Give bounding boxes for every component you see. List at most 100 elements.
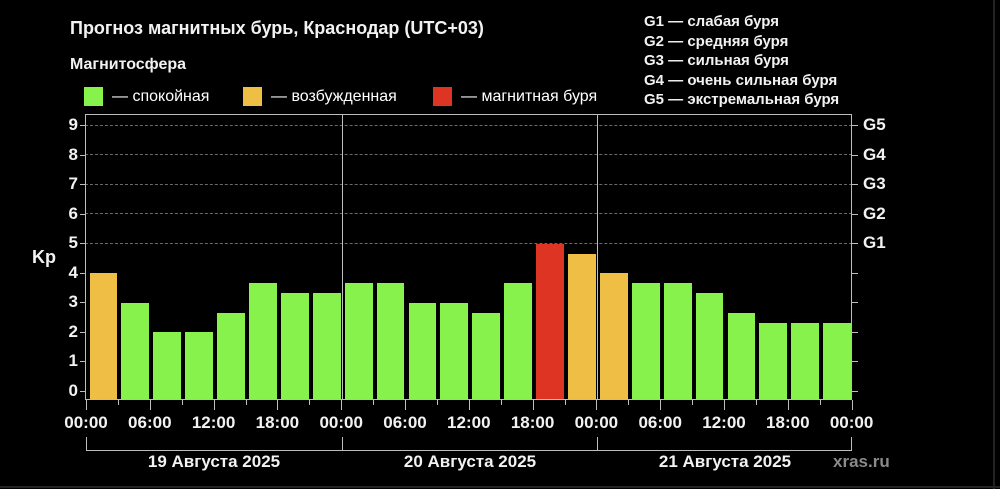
g-scale-item: G3 — сильная буря — [644, 52, 789, 69]
g-scale-item: G4 — очень сильная буря — [644, 71, 838, 89]
x-tick-mark — [309, 400, 311, 405]
y-tick-mark — [80, 272, 86, 274]
kp-bar — [631, 283, 660, 399]
y-tick-label: 1 — [68, 351, 78, 371]
x-tick-label: 18:00 — [255, 413, 300, 432]
x-tick-mark — [373, 400, 375, 405]
right-tick-mark — [852, 243, 858, 245]
y-tick-label: 4 — [68, 262, 78, 282]
g-level-label: G3 — [863, 174, 886, 194]
x-tick-mark — [819, 400, 821, 405]
gridline — [85, 125, 852, 126]
g-scale-item: G5 — экстремальная буря — [644, 91, 840, 108]
kp-bar — [312, 293, 341, 399]
kp-bar — [568, 253, 596, 399]
g-level-label: G2 — [863, 203, 886, 223]
x-tick-mark — [245, 400, 247, 405]
x-tick-mark — [436, 400, 438, 405]
plot-area — [85, 114, 852, 400]
x-tick-label: 12:00 — [702, 413, 746, 432]
kp-bar — [280, 293, 309, 399]
day-label: 20 Августа 2025 — [403, 452, 537, 471]
x-tick-mark — [532, 400, 534, 410]
kp-bar — [408, 302, 437, 399]
x-tick-label: 18:00 — [766, 413, 810, 432]
g-level-label: G1 — [863, 233, 886, 253]
x-tick-mark — [660, 400, 662, 410]
x-tick-mark — [277, 400, 279, 410]
x-tick-mark — [86, 400, 87, 410]
y-tick-label: 6 — [68, 203, 78, 223]
y-tick-mark — [80, 302, 86, 304]
legend-label: — спокойная — [112, 87, 210, 105]
x-tick-mark — [628, 400, 630, 405]
excited-swatch-icon — [243, 87, 262, 106]
x-tick-label: 12:00 — [191, 413, 236, 432]
g-level-label: G4 — [863, 144, 886, 164]
kp-bar — [791, 322, 820, 399]
x-tick-label: 00:00 — [574, 413, 619, 432]
kp-bar — [440, 302, 469, 399]
kp-bar — [599, 273, 628, 399]
kp-bar — [376, 283, 405, 399]
legend-label: — магнитная буря — [461, 87, 598, 105]
g-scale-legend: G1 — слабая буря G2 — средняя буря G3 — … — [644, 12, 839, 110]
legend-item-excited: — возбужденная — [243, 87, 397, 106]
kp-bar — [121, 302, 150, 399]
x-tick-mark — [500, 400, 502, 405]
x-tick-mark — [596, 400, 598, 410]
x-tick-label: 06:00 — [128, 413, 172, 432]
chart-title: Прогноз магнитных бурь, Краснодар (UTC+0… — [70, 18, 484, 38]
y-tick-mark — [80, 331, 86, 333]
kp-bar — [504, 283, 533, 399]
kp-bar — [217, 312, 245, 399]
gridline — [85, 154, 852, 155]
x-tick-mark — [405, 400, 406, 410]
y-tick-mark — [80, 361, 86, 363]
kp-bar — [695, 293, 724, 399]
day-label: 21 Августа 2025 — [658, 452, 792, 471]
kp-bar — [823, 322, 852, 399]
frame-edge — [993, 0, 995, 489]
kp-bar — [727, 312, 756, 399]
day-bracket-line — [86, 450, 852, 451]
day-separator — [597, 114, 598, 400]
x-tick-label: 00:00 — [64, 413, 108, 432]
x-tick-mark — [181, 400, 183, 405]
legend-item-storm: — магнитная буря — [433, 87, 597, 106]
y-axis-label: Kp — [32, 247, 56, 267]
x-tick-mark — [117, 400, 119, 405]
y-tick-label: 9 — [68, 115, 78, 135]
x-tick-label: 00:00 — [829, 413, 874, 432]
right-tick-mark — [852, 361, 858, 363]
kp-bar — [344, 283, 373, 399]
y-tick-mark — [80, 243, 86, 245]
legend-heading: Магнитосфера — [70, 56, 187, 73]
y-tick-mark — [80, 391, 86, 392]
right-tick-mark — [852, 272, 858, 274]
storm-swatch-icon — [433, 87, 452, 106]
y-tick-label: 8 — [68, 144, 78, 164]
x-tick-mark — [213, 400, 215, 410]
g-scale-item: G1 — слабая буря — [644, 13, 780, 30]
x-tick-mark — [468, 400, 470, 410]
x-tick-label: 12:00 — [447, 413, 491, 432]
frame-edge — [0, 486, 1000, 488]
day-bracket-tick — [597, 437, 598, 450]
day-bracket-tick — [86, 437, 87, 450]
right-tick-mark — [852, 331, 858, 333]
y-tick-mark — [80, 213, 86, 215]
kp-bar — [472, 312, 501, 399]
y-tick-label: 5 — [68, 233, 78, 253]
x-tick-mark — [564, 400, 566, 405]
right-tick-mark — [852, 154, 858, 156]
kp-bar — [663, 283, 692, 399]
gridline — [85, 243, 852, 244]
x-tick-mark — [149, 400, 151, 410]
kp-bar — [153, 332, 182, 399]
y-tick-mark — [80, 184, 86, 186]
right-tick-mark — [852, 125, 858, 127]
x-tick-label: 18:00 — [510, 413, 555, 432]
kp-bar — [249, 283, 277, 399]
right-tick-mark — [852, 302, 858, 304]
